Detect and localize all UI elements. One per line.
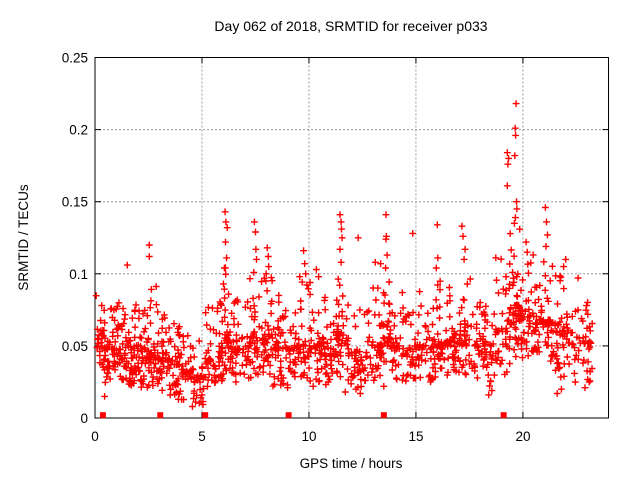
y-tick-label: 0.25	[62, 51, 88, 66]
x-tick-label: 20	[515, 429, 530, 444]
x-tick-labels: 0 5 10 15 20	[91, 429, 530, 444]
scatter-points	[92, 100, 596, 410]
axis-ticks	[94, 57, 609, 419]
y-tick-label: 0.1	[69, 267, 88, 282]
y-tick-label: 0.05	[62, 339, 88, 354]
x-tick-label: 15	[408, 429, 423, 444]
x-axis-label: GPS time / hours	[300, 456, 403, 471]
x-tick-label: 0	[91, 429, 99, 444]
chart-title: Day 062 of 2018, SRMTID for receiver p03…	[214, 18, 487, 34]
y-tick-labels: 0 0.05 0.1 0.15 0.2 0.25	[62, 51, 88, 427]
x-tick-label: 5	[198, 429, 206, 444]
y-tick-label: 0.15	[62, 195, 88, 210]
y-tick-label: 0	[80, 411, 88, 426]
baseline-square-markers	[99, 412, 507, 419]
x-tick-label: 10	[301, 429, 316, 444]
plot-border	[94, 57, 609, 419]
y-tick-label: 0.2	[69, 123, 88, 138]
grid-lines	[95, 57, 609, 418]
y-axis-label: SRMTID / TECUs	[16, 184, 31, 291]
